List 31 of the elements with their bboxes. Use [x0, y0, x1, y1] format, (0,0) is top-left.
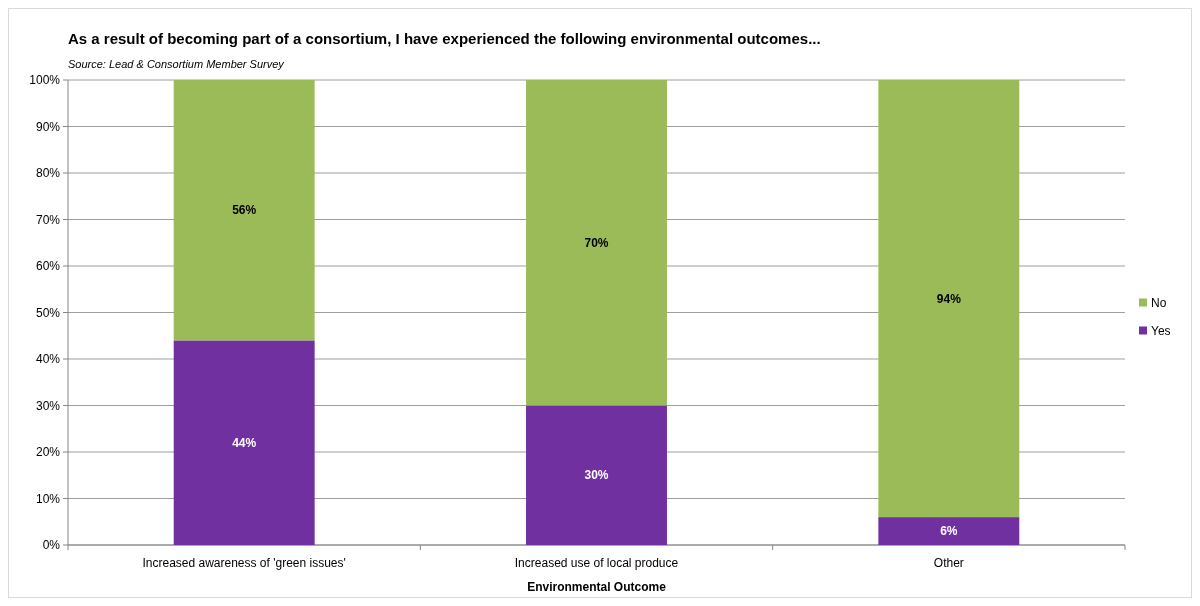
- bar: [173, 80, 315, 341]
- data-label: 44%: [232, 435, 257, 450]
- data-label: 6%: [940, 524, 958, 539]
- data-label: 70%: [584, 235, 609, 250]
- y-tick-label: 50%: [35, 305, 61, 320]
- y-tick-label: 40%: [35, 352, 61, 366]
- source-note: Source: Lead & Consortium Member Survey: [68, 58, 286, 70]
- bar: [878, 80, 1020, 518]
- y-tick-label: 90%: [35, 119, 61, 134]
- x-tick-label: Increased use of local produce: [514, 556, 679, 570]
- y-tick-label: 0%: [42, 538, 61, 552]
- bar: [526, 80, 667, 406]
- data-label: 30%: [584, 468, 609, 483]
- bar: [526, 405, 667, 545]
- y-tick-label: 100%: [29, 73, 61, 87]
- x-axis-title: Environmental Outcome: [527, 580, 667, 594]
- bar: [878, 517, 1020, 545]
- y-tick-label: 80%: [35, 166, 61, 180]
- chart-title: As a result of becoming part of a consortium, I have experienced the following environmental outcomes...: [68, 30, 821, 47]
- bar: [173, 340, 315, 545]
- y-tick-label: 10%: [35, 491, 61, 506]
- x-tick-label: Increased awareness of 'green issues': [142, 556, 346, 570]
- y-tick-label: 30%: [35, 398, 61, 413]
- legend-label: No: [1151, 295, 1167, 310]
- data-label: 56%: [232, 203, 257, 218]
- x-tick-label: Other: [933, 556, 964, 570]
- y-tick-label: 20%: [35, 445, 61, 459]
- data-label: 94%: [936, 291, 962, 306]
- legend-label: Yes: [1151, 323, 1171, 338]
- y-tick-label: 60%: [35, 259, 61, 273]
- y-tick-label: 70%: [35, 212, 61, 227]
